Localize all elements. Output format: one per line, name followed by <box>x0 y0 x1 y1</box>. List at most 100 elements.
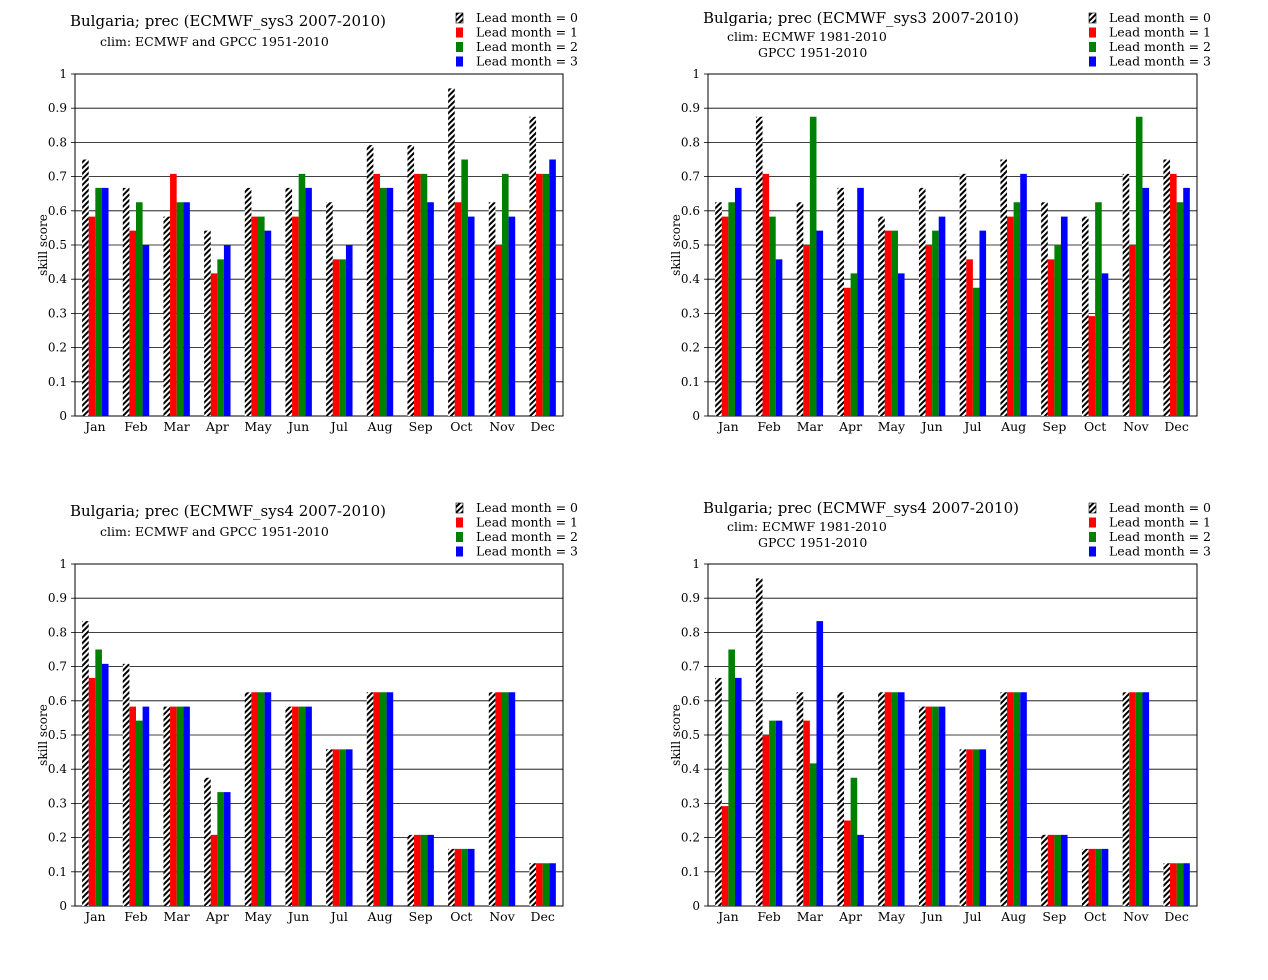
bar-dec-lead3 <box>1183 187 1190 416</box>
legend-swatch <box>456 56 463 67</box>
bar-nov-lead0 <box>488 692 496 906</box>
x-tick-label: Mar <box>797 909 823 924</box>
y-axis-label: skill score <box>36 214 50 276</box>
y-tick-label: 0.4 <box>681 272 700 286</box>
y-tick-label: 0.8 <box>48 135 67 149</box>
x-tick-label: Feb <box>124 909 147 924</box>
chart-title: Bulgaria; prec (ECMWF_sys3 2007-2010) <box>70 12 386 30</box>
bar-sep-lead2 <box>420 173 428 416</box>
bar-apr-lead0 <box>837 187 845 416</box>
bar-apr-lead0 <box>204 777 211 906</box>
x-tick-label: Jun <box>920 419 943 434</box>
bar-jun-lead0 <box>918 187 926 416</box>
bar-jul-lead2 <box>972 287 980 416</box>
bar-jun-lead3 <box>305 187 312 416</box>
bar-sep-lead2 <box>420 834 428 906</box>
bar-jul-lead3 <box>979 749 987 906</box>
bar-jul-lead0 <box>326 749 333 906</box>
y-tick-label: 0.2 <box>48 831 67 845</box>
x-tick-label: Mar <box>797 419 823 434</box>
chart-panel-4: Bulgaria; prec (ECMWF_sys4 2007-2010) cli… <box>669 499 1211 924</box>
bar-dec-lead3 <box>549 863 556 906</box>
bar-feb-lead2 <box>769 720 776 906</box>
legend-swatch <box>456 532 463 542</box>
bar-feb-lead2 <box>769 216 776 416</box>
legend-label: Lead month = 2 <box>1109 39 1211 54</box>
x-tick-label: Jun <box>286 419 309 434</box>
bar-feb-lead0 <box>122 187 130 416</box>
bar-aug-lead3 <box>1020 692 1027 906</box>
bar-oct-lead0 <box>1081 216 1089 416</box>
y-axis-label: skill score <box>36 704 50 766</box>
x-tick-label: Nov <box>1123 419 1149 434</box>
y-tick-label: 0 <box>692 409 700 423</box>
bar-jan-lead3 <box>734 677 742 906</box>
y-tick-label: 0.2 <box>681 831 700 845</box>
bar-may-lead2 <box>258 692 265 906</box>
y-tick-label: 0.4 <box>681 762 700 776</box>
bar-oct-lead1 <box>1088 316 1096 416</box>
x-tick-label: Aug <box>1000 909 1026 924</box>
chart-subtitle: GPCC 1951-2010 <box>758 535 867 550</box>
bar-mar-lead3 <box>183 202 190 416</box>
bar-jul-lead3 <box>345 245 353 416</box>
bar-jun-lead2 <box>298 173 306 416</box>
bar-apr-lead3 <box>857 834 864 906</box>
bar-nov-lead1 <box>1129 692 1136 906</box>
bar-may-lead0 <box>878 216 885 416</box>
y-tick-label: 1 <box>692 67 700 81</box>
bar-mar-lead3 <box>183 706 190 906</box>
legend-label: Lead month = 0 <box>476 10 578 25</box>
bar-nov-lead3 <box>508 692 516 906</box>
bar-jan-lead1 <box>721 806 729 906</box>
bar-oct-lead2 <box>1095 848 1102 906</box>
bar-feb-lead3 <box>142 245 150 416</box>
bar-mar-lead2 <box>176 202 184 416</box>
bar-nov-lead2 <box>502 692 509 906</box>
legend-label: Lead month = 1 <box>1109 515 1211 530</box>
y-tick-label: 0 <box>692 899 700 913</box>
bar-mar-lead0 <box>796 202 804 416</box>
bar-jan-lead1 <box>88 677 96 906</box>
bar-jan-lead3 <box>101 663 109 906</box>
bar-sep-lead1 <box>414 834 421 906</box>
bar-dec-lead0 <box>1163 159 1171 416</box>
y-tick-label: 0.8 <box>48 625 67 639</box>
bar-apr-lead1 <box>210 273 218 416</box>
bar-mar-lead1 <box>803 720 810 906</box>
y-tick-label: 0.6 <box>48 694 67 708</box>
y-tick-label: 0.6 <box>681 694 700 708</box>
bar-nov-lead2 <box>1135 692 1143 906</box>
bar-mar-lead3 <box>816 621 824 906</box>
bar-aug-lead1 <box>373 692 380 906</box>
bar-nov-lead3 <box>1142 187 1150 416</box>
bar-dec-lead1 <box>536 863 543 906</box>
bar-sep-lead1 <box>414 173 421 416</box>
bar-mar-lead1 <box>170 173 177 416</box>
legend-label: Lead month = 2 <box>1109 529 1211 544</box>
bar-apr-lead3 <box>223 245 231 416</box>
legend-swatch <box>1089 56 1096 67</box>
bar-dec-lead1 <box>1170 863 1177 906</box>
bar-may-lead1 <box>884 230 892 416</box>
bar-jul-lead3 <box>345 749 353 906</box>
x-tick-label: Aug <box>366 909 392 924</box>
bar-nov-lead1 <box>495 692 502 906</box>
bar-nov-lead0 <box>488 202 496 416</box>
y-tick-label: 0.5 <box>681 238 700 252</box>
bar-apr-lead0 <box>837 692 845 906</box>
bar-feb-lead1 <box>129 230 136 416</box>
y-tick-label: 0.5 <box>48 238 67 252</box>
bar-may-lead3 <box>897 273 905 416</box>
legend-swatch <box>1089 27 1096 38</box>
x-tick-label: Apr <box>838 419 862 434</box>
legend-label: Lead month = 2 <box>476 529 578 544</box>
x-tick-label: Apr <box>205 909 229 924</box>
bar-nov-lead0 <box>1122 173 1130 416</box>
bar-feb-lead2 <box>136 720 143 906</box>
bar-dec-lead1 <box>1170 173 1177 416</box>
bar-may-lead0 <box>244 692 252 906</box>
chart-title: Bulgaria; prec (ECMWF_sys4 2007-2010) <box>70 502 386 520</box>
plot-frame <box>74 73 564 417</box>
x-tick-label: Sep <box>409 909 433 924</box>
